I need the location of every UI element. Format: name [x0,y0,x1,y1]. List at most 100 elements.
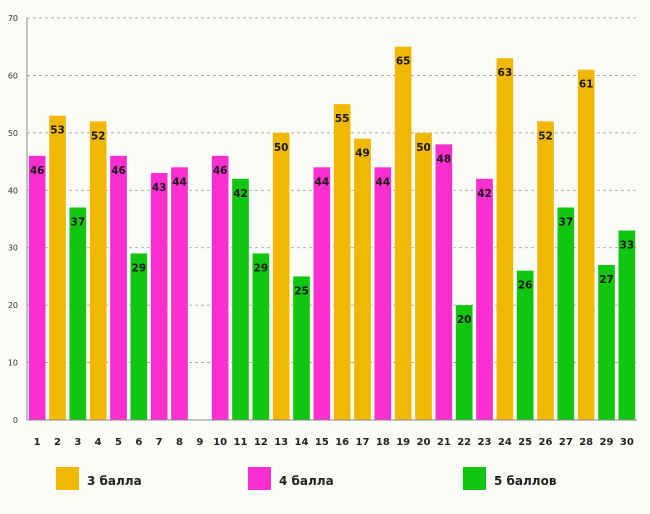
data-label: 29 [132,262,147,274]
x-tick-label: 26 [539,437,553,448]
data-label: 52 [91,130,106,142]
x-tick-label: 24 [498,437,512,448]
data-label: 42 [233,188,248,200]
legend-swatch [56,467,79,490]
x-tick-label: 19 [396,437,410,448]
data-label: 61 [579,79,594,91]
y-tick-label: 10 [8,359,18,368]
legend-label: 5 баллов [494,474,557,488]
legend-swatch [248,467,271,490]
data-label: 55 [335,113,350,125]
x-tick-label: 8 [176,437,183,448]
legend: 3 балла 4 балла 5 баллов [56,467,557,490]
data-label: 37 [71,217,86,229]
legend-swatch [463,467,486,490]
bar [49,115,66,420]
x-tick-label: 21 [437,437,451,448]
x-tick-label: 28 [579,437,593,448]
x-tick-label: 7 [156,437,163,448]
data-label: 48 [437,153,452,165]
bars [28,46,636,421]
x-tick-label: 14 [295,437,309,448]
bar [415,132,432,420]
data-label: 46 [30,165,45,177]
bar [171,167,188,420]
bar [293,276,310,420]
x-tick-label: 30 [620,437,634,448]
x-tick-label: 6 [135,437,142,448]
bar [313,167,331,420]
bar [354,138,371,420]
bar [28,155,46,421]
data-label: 43 [152,182,167,194]
x-tick-label: 4 [95,437,102,448]
x-tick-label: 3 [74,437,81,448]
x-tick-label: 16 [335,437,349,448]
y-tick-label: 40 [8,186,18,195]
bar [130,253,148,420]
data-label: 46 [111,165,126,177]
x-tick-label: 1 [34,437,41,448]
x-tick-label: 29 [600,437,614,448]
y-tick-label: 70 [8,14,18,23]
data-label: 52 [538,130,553,142]
data-label: 29 [254,262,269,274]
bar [333,104,351,421]
y-axis-ticks: 0 10 20 30 40 50 60 70 [8,14,18,425]
bar [496,58,514,420]
data-label: 20 [457,314,472,326]
y-tick-label: 0 [13,416,18,425]
bar [516,270,534,420]
data-labels: 46 53 37 52 46 29 43 44 46 42 29 50 25 44 55 49 44 65 50 48… [30,56,634,326]
bar [252,253,270,420]
x-axis-ticks: 1 2 3 4 5 6 7 8 9 10 11 12 13 14 15 16 17 18 19 20 21 22 23 24 2… [34,437,634,448]
data-label: 33 [620,239,635,251]
data-label: 26 [518,280,533,292]
bar [69,207,87,420]
data-label: 25 [294,285,309,297]
x-tick-label: 20 [417,437,431,448]
data-label: 63 [498,67,513,79]
x-tick-label: 9 [196,437,203,448]
data-label: 44 [315,176,330,188]
x-tick-label: 15 [315,437,329,448]
x-tick-label: 2 [54,437,61,448]
legend-label: 3 балла [87,474,142,488]
y-tick-label: 20 [8,301,18,310]
x-tick-label: 10 [213,437,227,448]
data-label: 50 [416,142,431,154]
bar [598,264,615,420]
bar [455,305,473,420]
data-label: 44 [172,176,187,188]
bar [394,46,412,420]
bar [211,155,229,421]
bar [110,155,127,421]
x-tick-label: 27 [559,437,573,448]
data-label: 37 [559,217,574,229]
x-tick-label: 25 [518,437,532,448]
bar [272,132,290,420]
data-label: 49 [355,148,370,160]
x-tick-label: 17 [356,437,370,448]
bar [374,167,392,420]
x-tick-label: 5 [115,437,122,448]
bar [476,178,493,420]
legend-label: 4 балла [279,474,334,488]
bar [150,173,168,420]
x-tick-label: 11 [234,437,248,448]
data-label: 27 [599,274,614,286]
data-label: 50 [274,142,289,154]
x-tick-label: 18 [376,437,390,448]
axes [26,18,637,421]
data-label: 53 [50,125,65,137]
x-tick-label: 12 [254,437,268,448]
bar [618,230,636,420]
data-label: 44 [376,176,391,188]
bar [557,207,575,420]
data-label: 46 [213,165,228,177]
bar [435,144,453,421]
bar [577,69,595,420]
x-tick-label: 13 [274,437,288,448]
y-tick-label: 60 [8,71,18,80]
